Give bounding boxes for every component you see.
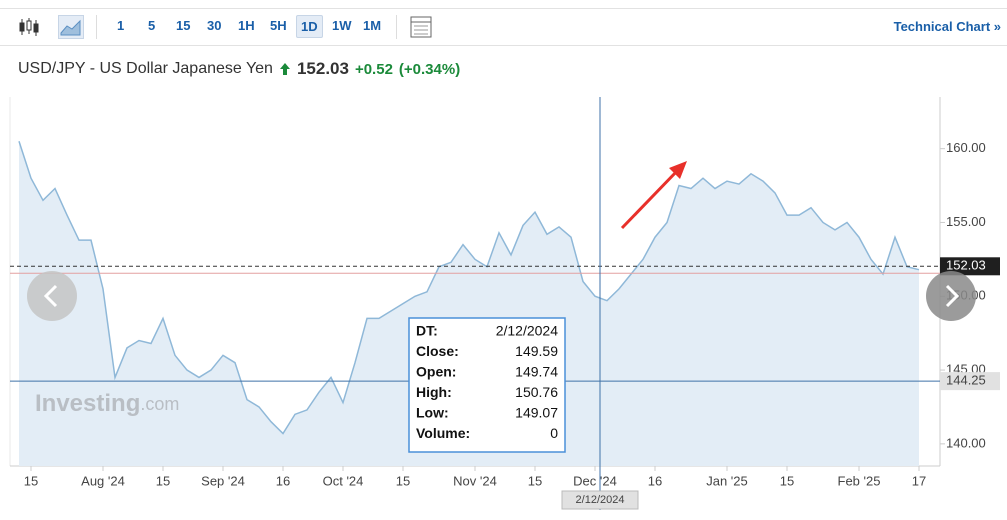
line xyxy=(18,141,920,435)
up-arrow xyxy=(279,63,290,75)
prev-button[interactable] xyxy=(27,271,77,321)
change-pct: (+0.34%) xyxy=(398,60,461,78)
tooltip-key: Open: xyxy=(416,364,456,380)
separator xyxy=(96,15,97,39)
price: 152.03 xyxy=(296,59,349,78)
tooltip-key: DT: xyxy=(416,323,438,339)
watermark-main: Investing xyxy=(35,390,140,417)
x-tick-label: 17 xyxy=(912,473,926,488)
crosshair-y-label: 144.25 xyxy=(946,373,986,388)
x-tick-label: Nov '24 xyxy=(453,473,497,488)
y-tick-label: 160.00 xyxy=(946,140,986,155)
change: +0.52 xyxy=(354,60,393,78)
last-price-label: 152.03 xyxy=(946,258,986,273)
x-tick-label: Aug '24 xyxy=(81,473,125,488)
indicators-icon[interactable] xyxy=(410,16,432,38)
tooltip-box xyxy=(408,317,566,453)
interval-button[interactable]: 1W xyxy=(332,18,352,33)
y-tick-label: 150.00 xyxy=(946,288,986,303)
separator xyxy=(396,15,397,39)
y-tick-label: 155.00 xyxy=(946,214,986,229)
interval-button[interactable]: 5 xyxy=(148,18,156,33)
x-tick-label: 15 xyxy=(780,473,794,488)
tooltip-key: Close: xyxy=(416,343,459,359)
tooltip-value: 0 xyxy=(550,425,558,441)
interval-button[interactable]: 1M xyxy=(363,18,382,33)
annotation-arrow xyxy=(620,161,687,230)
next-button[interactable] xyxy=(926,271,976,321)
tooltip-value: 150.76 xyxy=(515,384,558,400)
interval-button[interactable]: 5H xyxy=(270,18,287,33)
interval-button[interactable]: 1H xyxy=(238,18,255,33)
nav-circle xyxy=(926,271,976,321)
candle-icon[interactable] xyxy=(18,17,40,37)
interval-button[interactable]: 1 xyxy=(117,18,125,33)
interval-button[interactable]: 1D xyxy=(296,15,323,38)
area xyxy=(19,141,919,466)
technical-chart-link[interactable]: Technical Chart » xyxy=(893,19,1001,34)
watermark: Investing.com xyxy=(35,390,179,417)
y-tick-label: 145.00 xyxy=(946,361,986,376)
interval-button[interactable]: 30 xyxy=(207,18,222,33)
crosshair-x-box xyxy=(561,490,639,510)
crosshair-x-label: 2/12/2024 xyxy=(576,494,625,506)
nav-chevron xyxy=(945,284,960,308)
x-tick-label: Feb '25 xyxy=(838,473,881,488)
watermark-suffix: .com xyxy=(140,394,179,414)
x-tick-label: 15 xyxy=(528,473,542,488)
tooltip-value: 149.07 xyxy=(515,405,558,421)
toolbar: Technical Chart » 1 5 15 30 1H 5H 1D 1W 1M xyxy=(0,8,1007,46)
tooltip-key: High: xyxy=(416,384,452,400)
x-tick-label: 15 xyxy=(24,473,38,488)
x-tick-label: Dec '24 xyxy=(573,473,617,488)
x-tick-label: 16 xyxy=(276,473,290,488)
x-tick-label: Sep '24 xyxy=(201,473,245,488)
interval-button[interactable]: 15 xyxy=(176,18,191,33)
x-tick-label: 16 xyxy=(648,473,662,488)
nav-chevron xyxy=(43,284,58,308)
x-tick-label: Oct '24 xyxy=(323,473,364,488)
tooltip-value: 2/12/2024 xyxy=(496,323,558,339)
x-tick-label: 15 xyxy=(396,473,410,488)
tooltip-value: 149.59 xyxy=(515,343,558,359)
nav-circle xyxy=(27,271,77,321)
y-tick-label: 140.00 xyxy=(946,435,986,450)
tooltip-key: Volume: xyxy=(416,425,470,441)
header: USD/JPY - US Dollar Japanese Yen 152.03 … xyxy=(18,59,460,79)
tooltip-value: 149.74 xyxy=(515,364,558,380)
area-icon[interactable] xyxy=(58,15,84,39)
crosshair-y-box xyxy=(940,372,1000,391)
symbol: USD/JPY - US Dollar Japanese Yen xyxy=(18,60,273,77)
last-price-box xyxy=(940,257,1000,276)
tooltip-key: Low: xyxy=(416,405,449,421)
x-tick-label: 15 xyxy=(156,473,170,488)
x-tick-label: Jan '25 xyxy=(706,473,748,488)
